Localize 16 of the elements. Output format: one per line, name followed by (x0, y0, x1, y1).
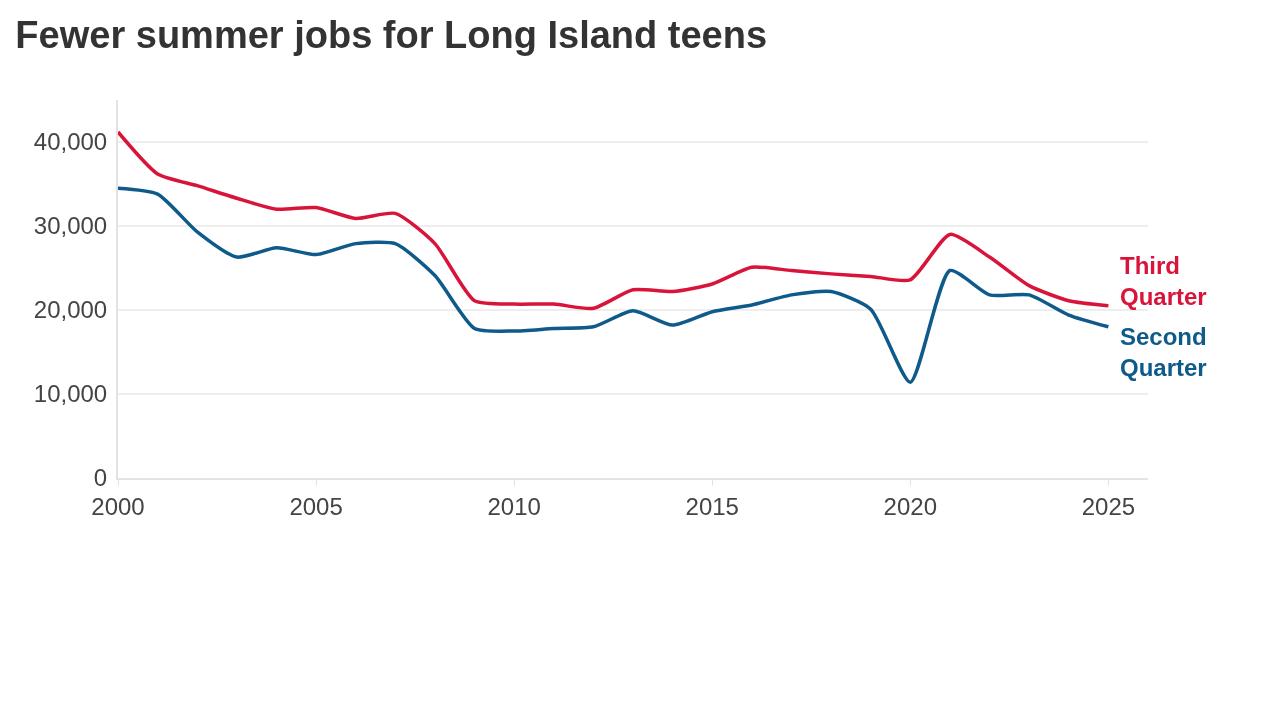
x-tick-label: 2020 (883, 492, 938, 520)
x-tick-label: 2005 (289, 492, 343, 520)
series-label: Third Quarter (1120, 252, 1207, 311)
x-tick-label: 2000 (91, 492, 145, 520)
line-series (118, 186, 1111, 384)
y-tick-label: 30,000 (33, 212, 108, 240)
x-tick-label: 2015 (685, 492, 739, 520)
x-tick-label: 2010 (487, 492, 541, 520)
y-tick-label: 10,000 (33, 380, 108, 408)
chart-title: Fewer summer jobs for Long Island teens (15, 14, 768, 57)
x-tick-label: 2025 (1081, 492, 1136, 520)
y-tick-label: 40,000 (33, 128, 108, 156)
y-tick-label: 0 (93, 464, 108, 492)
series-label: Second Quarter (1120, 323, 1207, 382)
line-series (118, 130, 1111, 311)
y-tick-label: 20,000 (33, 296, 108, 324)
